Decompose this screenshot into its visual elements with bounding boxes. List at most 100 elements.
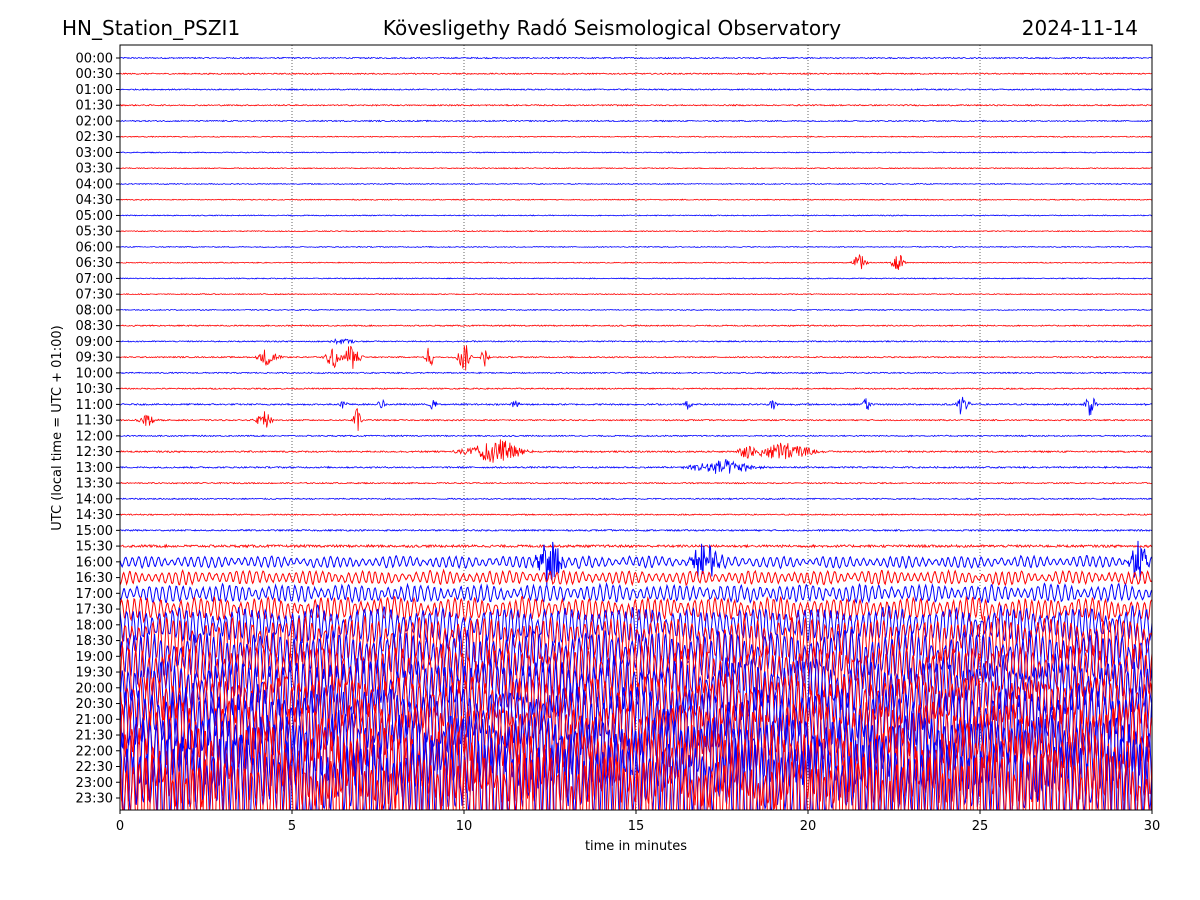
y-tick-label: 12:30 (76, 445, 113, 460)
y-tick-label: 14:00 (76, 492, 113, 507)
y-tick-label: 00:30 (76, 67, 113, 82)
trace-1500 (120, 528, 1152, 532)
trace-0830 (120, 324, 1152, 328)
trace-0930 (120, 345, 1152, 371)
y-tick-label: 22:00 (76, 744, 113, 759)
y-tick-label: 07:30 (76, 288, 113, 303)
station-title: HN_Station_PSZI1 (62, 16, 240, 40)
y-tick-label: 17:00 (76, 587, 113, 602)
y-tick-label: 12:00 (76, 429, 113, 444)
y-tick-label: 16:00 (76, 555, 113, 570)
y-tick-label: 23:30 (76, 792, 113, 807)
y-tick-label: 19:00 (76, 650, 113, 665)
x-tick-label: 10 (456, 819, 473, 834)
y-tick-label: 21:30 (76, 729, 113, 744)
y-tick-label: 23:00 (76, 776, 113, 791)
y-tick-label: 18:00 (76, 618, 113, 633)
trace-1330 (120, 481, 1152, 485)
x-tick-label: 20 (800, 819, 817, 834)
trace-0730 (120, 293, 1152, 296)
trace-0230 (120, 135, 1152, 138)
trace-1530 (120, 543, 1152, 549)
trace-0030 (120, 72, 1152, 76)
y-tick-label: 03:30 (76, 162, 113, 177)
traces (120, 56, 1152, 810)
y-tick-label: 06:00 (76, 240, 113, 255)
y-tick-label: 08:30 (76, 319, 113, 334)
trace-1630 (120, 568, 1152, 587)
trace-0200 (120, 119, 1152, 123)
y-tick-label: 21:00 (76, 713, 113, 728)
y-tick-label: 02:30 (76, 130, 113, 145)
date-title: 2024-11-14 (1022, 16, 1138, 40)
y-tick-label: 05:30 (76, 225, 113, 240)
y-tick-label: 11:00 (76, 398, 113, 413)
trace-2100 (120, 682, 1152, 757)
y-tick-label: 10:00 (76, 366, 113, 381)
y-tick-label: 02:00 (76, 114, 113, 129)
y-tick-label: 06:30 (76, 256, 113, 271)
y-tick-label: 22:30 (76, 760, 113, 775)
trace-0300 (120, 151, 1152, 154)
trace-0700 (120, 277, 1152, 280)
trace-2330 (120, 744, 1152, 810)
trace-1100 (120, 396, 1152, 416)
y-tick-label: 20:30 (76, 697, 113, 712)
trace-1200 (120, 434, 1152, 438)
y-tick-label: 14:30 (76, 508, 113, 523)
y-tick-label: 11:30 (76, 414, 113, 429)
trace-0000 (120, 56, 1152, 60)
x-tick-label: 5 (288, 819, 296, 834)
trace-1930 (120, 643, 1152, 705)
trace-1130 (120, 408, 1152, 431)
trace-1830 (120, 614, 1152, 667)
trace-1430 (120, 513, 1152, 516)
y-tick-label: 07:00 (76, 272, 113, 287)
trace-1000 (120, 371, 1152, 375)
trace-1030 (120, 387, 1152, 391)
trace-0900 (120, 338, 1152, 346)
trace-1400 (120, 497, 1152, 501)
trace-1700 (120, 581, 1152, 604)
trace-0530 (120, 230, 1152, 233)
x-ticks: 0 5 10 15 20 25 30 (116, 810, 1160, 834)
y-tick-label: 17:30 (76, 603, 113, 618)
y-tick-label: 15:00 (76, 524, 113, 539)
trace-2200 (120, 704, 1152, 794)
x-tick-label: 15 (628, 819, 645, 834)
y-tick-label: 16:30 (76, 571, 113, 586)
trace-0500 (120, 214, 1152, 217)
trace-0630 (120, 253, 1152, 270)
y-tick-label: 09:30 (76, 351, 113, 366)
trace-1600 (120, 540, 1152, 587)
trace-0330 (120, 167, 1152, 170)
y-tick-label: 05:00 (76, 209, 113, 224)
trace-0400 (120, 182, 1152, 186)
y-tick-label: 04:30 (76, 193, 113, 208)
y-tick-label: 01:00 (76, 83, 113, 98)
y-tick-label: 01:30 (76, 99, 113, 114)
trace-0130 (120, 103, 1152, 107)
trace-1300 (120, 458, 1152, 474)
trace-2230 (120, 724, 1152, 810)
y-tick-label: 20:00 (76, 681, 113, 696)
y-tick-label: 08:00 (76, 303, 113, 318)
trace-0800 (120, 308, 1152, 312)
trace-2300 (120, 734, 1152, 810)
y-tick-label: 09:00 (76, 335, 113, 350)
y-tick-label: 15:30 (76, 540, 113, 555)
y-tick-label: 18:30 (76, 634, 113, 649)
y-tick-label: 10:30 (76, 382, 113, 397)
y-tick-label: 04:00 (76, 177, 113, 192)
y-tick-label: 03:00 (76, 146, 113, 161)
y-tick-label: 19:30 (76, 666, 113, 681)
trace-0430 (120, 198, 1152, 201)
x-tick-label: 30 (1144, 819, 1161, 834)
x-tick-label: 25 (972, 819, 989, 834)
chart-title: Kövesligethy Radó Seismological Observat… (383, 16, 841, 40)
trace-0100 (120, 88, 1152, 91)
trace-0600 (120, 245, 1152, 249)
x-tick-label: 0 (116, 819, 124, 834)
y-axis-label: UTC (local time = UTC + 01:00) (50, 325, 65, 530)
